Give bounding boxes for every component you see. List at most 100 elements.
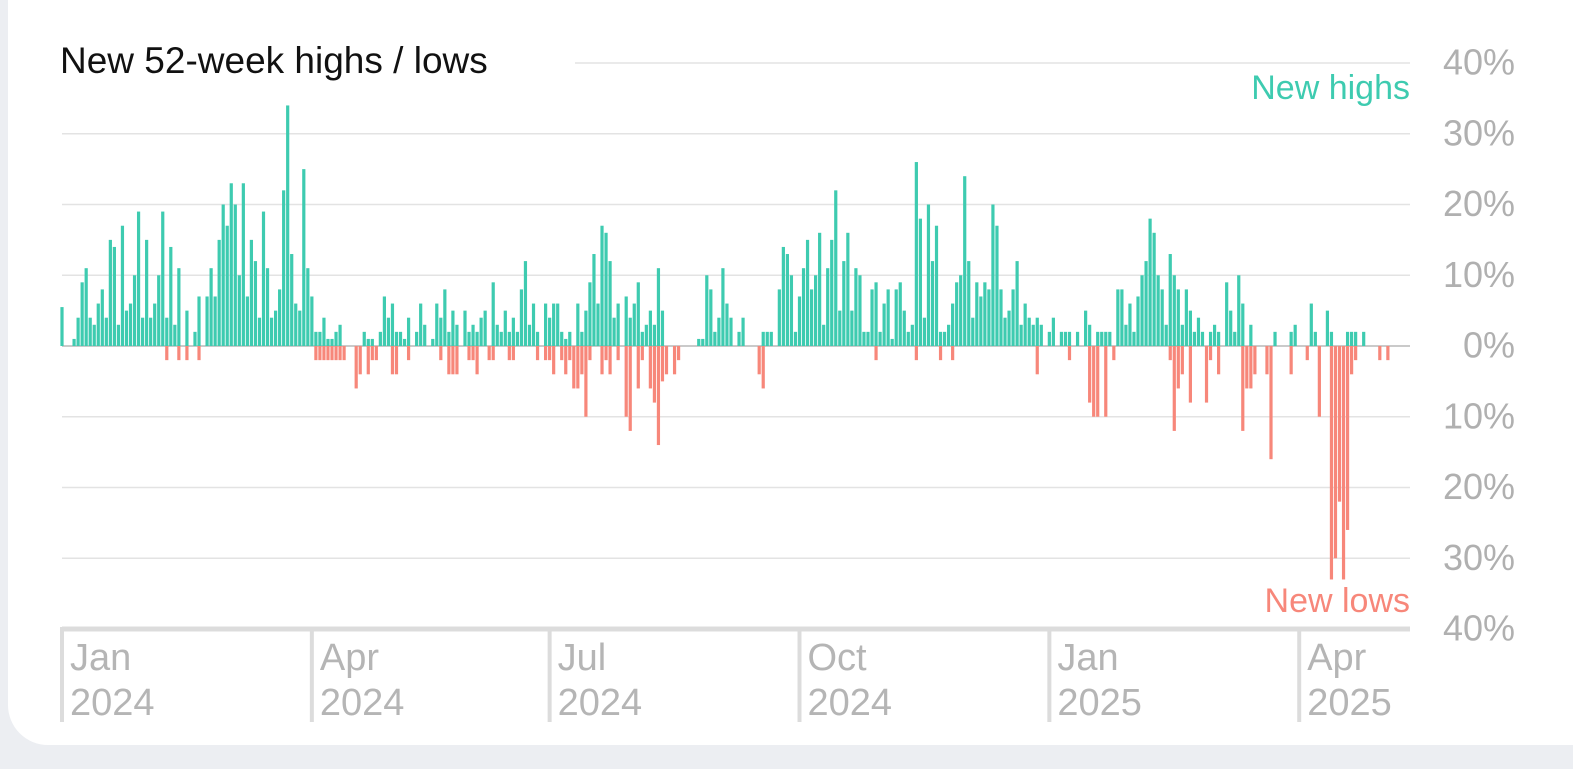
bar — [1325, 310, 1330, 346]
bar — [314, 346, 318, 361]
bar — [1289, 331, 1293, 346]
bar — [439, 346, 443, 361]
bar — [136, 211, 141, 346]
bar — [725, 303, 729, 346]
bar — [60, 307, 64, 346]
bar — [322, 346, 326, 361]
bar — [205, 296, 209, 346]
bar — [1031, 324, 1035, 346]
bar — [112, 246, 116, 346]
bar — [149, 317, 153, 346]
bar — [185, 346, 189, 361]
bar — [451, 346, 455, 375]
bar — [793, 331, 798, 346]
bar — [818, 232, 822, 346]
bar — [862, 331, 866, 346]
bar — [564, 346, 568, 375]
bar — [310, 296, 314, 346]
bar — [721, 268, 725, 346]
bar — [326, 338, 330, 346]
bar — [1059, 331, 1064, 346]
bar — [761, 331, 765, 346]
bar — [942, 331, 947, 346]
bar — [334, 331, 338, 346]
bar — [1333, 346, 1338, 559]
bar — [910, 324, 914, 346]
bar — [415, 331, 419, 346]
bar — [165, 317, 169, 346]
bar — [930, 261, 935, 346]
bar — [640, 346, 644, 361]
bar — [971, 317, 975, 346]
bar — [245, 296, 249, 346]
bar — [1354, 331, 1358, 346]
bar — [1136, 296, 1140, 346]
bar — [914, 162, 918, 346]
bar — [358, 346, 362, 375]
bar — [334, 346, 338, 361]
bar — [479, 317, 483, 346]
bar — [1156, 275, 1160, 346]
bar — [548, 317, 552, 346]
bar — [511, 317, 515, 346]
bar — [354, 346, 358, 389]
bar — [588, 282, 592, 346]
x-tick-label-line: 2024 — [807, 682, 892, 724]
bar — [556, 303, 560, 346]
bar — [560, 346, 564, 361]
bar — [676, 346, 681, 361]
bar — [801, 268, 806, 346]
bar — [544, 303, 548, 346]
bar — [1104, 346, 1108, 417]
bar — [914, 346, 918, 361]
bar — [374, 346, 378, 361]
bar — [580, 346, 584, 375]
bar — [769, 331, 773, 346]
bar — [233, 204, 237, 346]
bar — [286, 105, 290, 346]
bar — [108, 239, 112, 346]
bar — [72, 338, 76, 346]
bar — [1192, 331, 1197, 346]
bar — [608, 261, 612, 346]
bar — [1120, 289, 1124, 346]
bar — [431, 338, 435, 346]
bar — [100, 289, 104, 346]
bar — [1188, 346, 1192, 403]
bar — [789, 275, 794, 346]
bar — [656, 268, 661, 346]
bar — [322, 317, 326, 346]
bar — [382, 296, 386, 346]
bar — [1237, 275, 1241, 346]
bar — [124, 310, 129, 346]
bar — [777, 289, 781, 346]
bar — [1168, 254, 1172, 346]
bar — [1265, 346, 1269, 375]
bar — [938, 331, 943, 346]
bar — [1208, 346, 1213, 361]
bar — [467, 346, 471, 361]
bar — [874, 282, 878, 346]
bar — [88, 317, 92, 346]
bar — [987, 289, 991, 346]
bar — [838, 310, 842, 346]
bar — [185, 310, 189, 346]
y-tick-label: 20% — [1443, 183, 1515, 224]
bar — [616, 303, 620, 346]
bar — [886, 289, 890, 346]
bar — [209, 268, 213, 346]
bar — [1063, 331, 1068, 346]
bar — [894, 289, 898, 346]
bar — [576, 346, 580, 389]
bar — [709, 289, 713, 346]
bar — [241, 183, 245, 346]
bar — [1386, 346, 1390, 361]
bar — [991, 204, 995, 346]
bar — [229, 183, 233, 346]
bar — [1341, 346, 1346, 580]
bar — [1204, 346, 1209, 403]
bar — [741, 317, 745, 346]
bar — [290, 254, 294, 346]
bar — [918, 218, 922, 346]
